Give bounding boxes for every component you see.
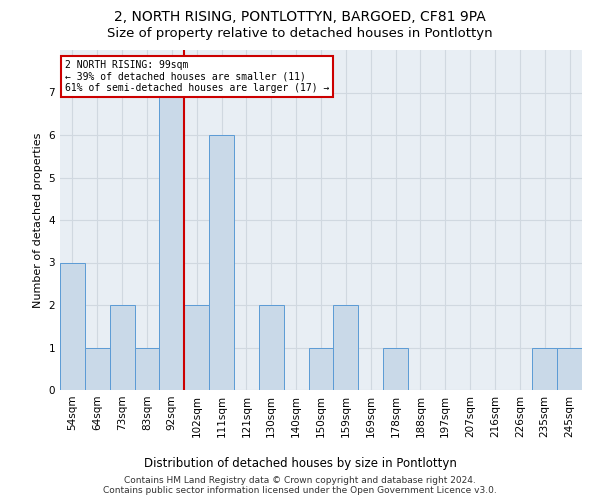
Bar — [85, 348, 110, 390]
Y-axis label: Number of detached properties: Number of detached properties — [33, 132, 43, 308]
Bar — [60, 262, 85, 390]
Bar — [134, 348, 160, 390]
Bar — [209, 135, 234, 390]
Bar — [110, 305, 134, 390]
Bar — [308, 348, 334, 390]
Bar — [557, 348, 582, 390]
Text: 2, NORTH RISING, PONTLOTTYN, BARGOED, CF81 9PA: 2, NORTH RISING, PONTLOTTYN, BARGOED, CF… — [114, 10, 486, 24]
Bar — [334, 305, 358, 390]
Text: Contains HM Land Registry data © Crown copyright and database right 2024.
Contai: Contains HM Land Registry data © Crown c… — [103, 476, 497, 495]
Bar — [532, 348, 557, 390]
Text: 2 NORTH RISING: 99sqm
← 39% of detached houses are smaller (11)
61% of semi-deta: 2 NORTH RISING: 99sqm ← 39% of detached … — [65, 60, 329, 94]
Bar — [184, 305, 209, 390]
Text: Distribution of detached houses by size in Pontlottyn: Distribution of detached houses by size … — [143, 458, 457, 470]
Bar — [259, 305, 284, 390]
Text: Size of property relative to detached houses in Pontlottyn: Size of property relative to detached ho… — [107, 28, 493, 40]
Bar — [383, 348, 408, 390]
Bar — [160, 92, 184, 390]
